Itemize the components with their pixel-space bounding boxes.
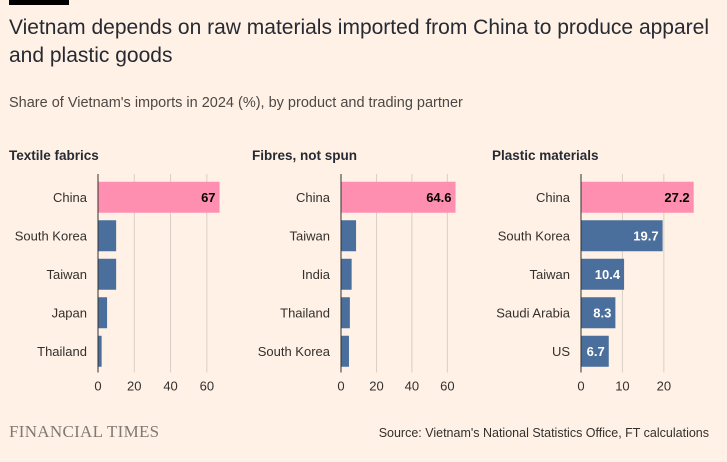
category-label: Thailand xyxy=(280,305,330,320)
bar xyxy=(341,297,350,329)
panel-fibres-not-spun: Fibres, not spun China 64.6 Taiwan India Tha… xyxy=(252,146,482,396)
tick-label: 0 xyxy=(337,379,344,394)
bar xyxy=(341,335,349,367)
tick-label: 60 xyxy=(440,379,454,394)
bar xyxy=(581,297,616,329)
category-label: Taiwan xyxy=(290,228,330,243)
panel-textile-fabrics: Textile fabrics China 67 South Korea Taiwan… xyxy=(9,146,239,396)
category-label: Saudi Arabia xyxy=(496,305,570,320)
plastic-materials-chart: China 27.2 South Korea 19.7 Taiwan 10.4 Saudi … xyxy=(496,174,694,394)
category-label: South Korea xyxy=(258,344,331,359)
bar xyxy=(98,335,102,367)
bar xyxy=(581,335,609,367)
category-label: China xyxy=(536,190,571,205)
bar xyxy=(341,220,357,252)
tick-label: 60 xyxy=(200,379,214,394)
category-label: South Korea xyxy=(498,228,571,243)
textile-fabrics-chart: China 67 South Korea Taiwan Japan Thailand 0 20… xyxy=(15,174,220,394)
bar xyxy=(341,181,456,213)
chart-title: Vietnam depends on raw materials importe… xyxy=(9,16,709,67)
bar xyxy=(98,181,220,213)
source-note: Source: Vietnam's National Statistics Of… xyxy=(378,426,709,440)
category-label: Thailand xyxy=(37,344,87,359)
category-label: India xyxy=(302,267,331,282)
value-label: 19.7 xyxy=(633,228,658,243)
bar xyxy=(98,297,108,329)
bar xyxy=(581,258,625,290)
tick-label: 0 xyxy=(577,379,584,394)
ft-top-bar xyxy=(9,0,69,5)
tick-label: 10 xyxy=(615,379,629,394)
category-label: Taiwan xyxy=(47,267,87,282)
bar xyxy=(581,181,694,213)
value-label: 10.4 xyxy=(595,267,621,282)
tick-label: 20 xyxy=(657,379,671,394)
category-label: US xyxy=(552,344,570,359)
category-label: Japan xyxy=(52,305,87,320)
panel-title: Fibres, not spun xyxy=(252,148,358,163)
panel-title: Plastic materials xyxy=(492,148,599,163)
bar xyxy=(341,258,352,290)
value-label: 67 xyxy=(201,190,215,205)
tick-label: 20 xyxy=(369,379,383,394)
value-label: 27.2 xyxy=(664,190,689,205)
tick-label: 0 xyxy=(94,379,101,394)
panel-title: Textile fabrics xyxy=(9,148,99,163)
chart-subtitle: Share of Vietnam's imports in 2024 (%), … xyxy=(9,95,463,111)
bar xyxy=(581,220,663,252)
bar xyxy=(98,258,117,290)
bar xyxy=(98,220,117,252)
panel-plastic-materials: Plastic materials China 27.2 South Korea 19… xyxy=(492,146,722,396)
category-label: China xyxy=(53,190,88,205)
value-label: 8.3 xyxy=(593,305,611,320)
value-label: 64.6 xyxy=(426,190,451,205)
category-label: China xyxy=(296,190,331,205)
tick-label: 40 xyxy=(163,379,177,394)
value-label: 6.7 xyxy=(587,344,605,359)
tick-label: 20 xyxy=(127,379,141,394)
category-label: South Korea xyxy=(15,228,88,243)
ft-logo-text: FINANCIAL TIMES xyxy=(9,422,160,441)
category-label: Taiwan xyxy=(530,267,570,282)
tick-label: 40 xyxy=(405,379,419,394)
fibres-not-spun-chart: China 64.6 Taiwan India Thailand South Korea 0… xyxy=(258,174,456,394)
